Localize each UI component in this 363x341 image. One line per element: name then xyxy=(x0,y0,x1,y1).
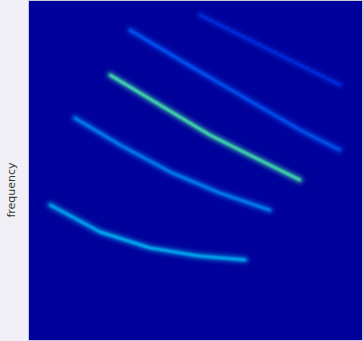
ridge-glow xyxy=(110,75,300,180)
ridge-glow xyxy=(130,30,340,150)
plot-frame xyxy=(29,1,363,341)
ridge-glow xyxy=(200,15,340,85)
ridge-glow xyxy=(50,205,245,260)
ridges xyxy=(50,15,340,260)
y-axis-label: frequency xyxy=(5,162,18,218)
ridge xyxy=(200,15,340,85)
chart: frequency xyxy=(0,0,363,341)
ridge xyxy=(50,205,245,260)
plot-background xyxy=(28,0,363,341)
ridge xyxy=(75,118,270,210)
ridge xyxy=(130,30,340,150)
ridge xyxy=(110,75,300,180)
ridge-glow xyxy=(75,118,270,210)
